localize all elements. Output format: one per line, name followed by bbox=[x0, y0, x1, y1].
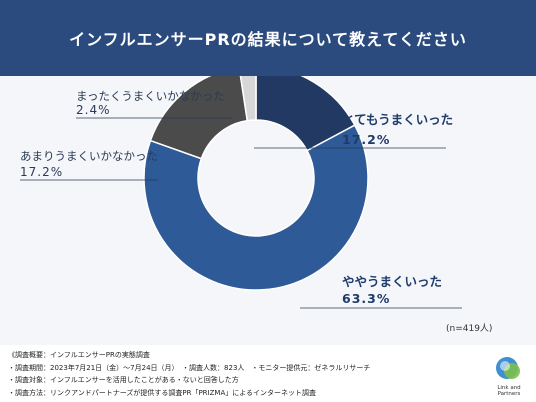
value-label: 17.2% bbox=[342, 132, 390, 147]
sample-size: (n=419人) bbox=[446, 324, 493, 334]
footer-line: ・調査対象：インフルエンサーを活用したことがある・ないと回答した方 bbox=[8, 376, 239, 384]
survey-details: 《調査概要：インフルエンサーPRの実態調査 ・調査期間：2023年7月21日（金… bbox=[8, 349, 370, 399]
value-label: 17.2% bbox=[20, 165, 63, 179]
value-label: 63.3% bbox=[342, 291, 390, 306]
pie-slice-2 bbox=[149, 76, 249, 160]
chart-title: インフルエンサーPRの結果について教えてください bbox=[69, 30, 467, 49]
category-label: とてもうまくいった bbox=[342, 112, 453, 127]
title-banner: インフルエンサーPRの結果について教えてください bbox=[0, 0, 536, 76]
value-label: 2.4% bbox=[76, 103, 111, 117]
category-label: ややうまくいった bbox=[342, 274, 442, 289]
logo-mark-icon bbox=[496, 357, 520, 379]
logo-wordmark: Link and Partners bbox=[497, 385, 521, 397]
footer-line: ・調査期間：2023年7月21日（金）〜7月24日（月） ・調査人数：823人 … bbox=[8, 363, 371, 372]
category-label: まったくうまくいかなかった bbox=[76, 89, 225, 103]
pie-slice-1 bbox=[143, 124, 369, 291]
category-label: あまりうまくいかなかった bbox=[20, 149, 158, 163]
donut-chart: とてもうまくいった 17.2% ややうまくいった 63.3% あまりうまくいかなかった 1… bbox=[20, 76, 462, 309]
pie-slice-3 bbox=[239, 76, 257, 122]
survey-footer: 《調査概要：インフルエンサーPRの実態調査 ・調査期間：2023年7月21日（金… bbox=[0, 345, 536, 402]
company-logo: Link and Partners bbox=[488, 353, 530, 397]
footer-line: 《調査概要：インフルエンサーPRの実態調査 bbox=[8, 351, 150, 359]
footer-line: ・調査方法：リンクアンドパートナーズが提供する調査PR「PRIZMA」によるイン… bbox=[8, 388, 317, 397]
